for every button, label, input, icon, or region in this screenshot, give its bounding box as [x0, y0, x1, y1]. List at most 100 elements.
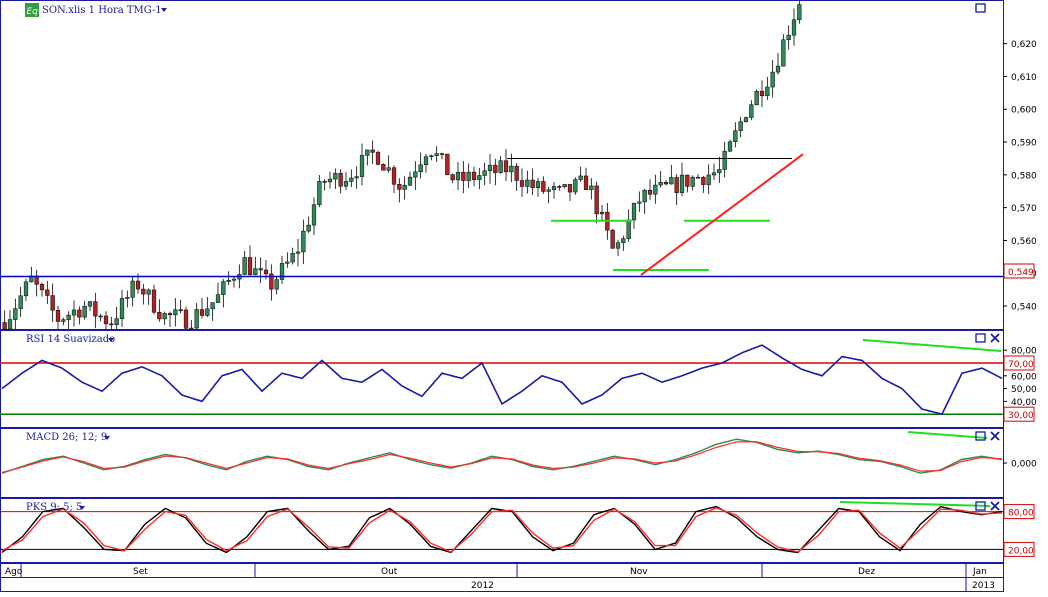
candle-body — [653, 184, 658, 195]
main-y-tick-label: 0,570 — [1011, 204, 1037, 214]
close-x-icon[interactable] — [990, 501, 1000, 511]
candle-body — [482, 170, 487, 176]
candle-body — [621, 238, 626, 243]
main-panel-title[interactable]: SON.xlis 1 Hora TMG-1 — [42, 5, 162, 16]
rsi-panel-frame — [0, 330, 1004, 428]
candle-body — [775, 65, 781, 73]
candle-body — [525, 179, 530, 187]
candle-body — [381, 164, 386, 171]
close-x-mark — [990, 333, 1000, 343]
candle-body — [162, 313, 167, 320]
candle-body — [695, 176, 701, 179]
eq-badge[interactable]: Eq — [25, 3, 39, 17]
candle-body — [589, 185, 594, 190]
candle-body — [455, 172, 461, 181]
candle-body — [733, 130, 738, 143]
candle-body — [530, 179, 535, 189]
candle-body — [541, 181, 546, 192]
candle-body — [354, 176, 359, 179]
candle-body — [535, 181, 541, 189]
close-x-icon[interactable] — [990, 431, 1000, 441]
pks-panel-title[interactable]: PKS 9; 5; 5 — [26, 502, 82, 513]
dropdown-triangle-icon[interactable] — [161, 8, 167, 12]
pks-tag-80: 80,00 — [1008, 509, 1034, 519]
candle-body — [295, 251, 301, 254]
candle-body — [269, 273, 274, 290]
macd-divergence-line — [907, 431, 988, 439]
rsi-tag-70-box — [1003, 355, 1035, 371]
candle-body — [50, 295, 55, 311]
uptrend-line — [640, 153, 804, 276]
candle-body — [413, 171, 418, 178]
candle-body — [71, 309, 77, 316]
candle-body — [215, 294, 221, 303]
candle-body — [434, 153, 439, 156]
rsi-tag-30-box — [1003, 406, 1035, 422]
main-overlays — [0, 153, 1003, 278]
candle-body — [317, 181, 322, 205]
candle-body — [290, 253, 295, 263]
candle-body — [45, 289, 50, 296]
maximize-square-icon[interactable] — [975, 333, 986, 343]
candle-body — [450, 174, 455, 181]
candle-body — [151, 289, 157, 313]
candle-body — [13, 308, 18, 320]
candle-body — [797, 4, 802, 21]
candle-body — [583, 175, 589, 190]
macd-panel-frame — [0, 428, 1004, 498]
candle-body — [242, 257, 247, 275]
month-label: Jan — [972, 567, 987, 577]
candle-body — [130, 280, 135, 298]
candle-body — [301, 230, 306, 253]
close-x-icon[interactable] — [990, 333, 1000, 343]
main-y-tick-label: 0,560 — [1011, 237, 1037, 247]
month-label: Out — [381, 567, 398, 577]
macd-layer: 0,000 — [1, 431, 1037, 474]
candle-body — [690, 176, 695, 187]
candle-body — [247, 257, 253, 275]
candle-body — [322, 181, 327, 183]
rsi-divergence-line — [862, 339, 1002, 352]
candle-body — [551, 186, 557, 190]
main-y-tick-label: 0,600 — [1011, 106, 1037, 116]
candle-body — [125, 297, 130, 299]
pks-layer: 80,00 20,00 — [0, 501, 1035, 557]
pks-tag-20: 20,00 — [1008, 546, 1034, 556]
macd-y-tick-label: 0,000 — [1011, 460, 1037, 470]
candle-body — [647, 189, 653, 195]
candle-body — [717, 169, 722, 174]
candle-body — [658, 181, 663, 186]
candle-body — [311, 204, 317, 226]
candle-body — [637, 201, 642, 204]
dropdown-triangle-icon[interactable] — [104, 436, 110, 440]
candle-body — [386, 167, 391, 171]
rsi-series-line — [1, 344, 1003, 416]
candle-body — [2, 322, 7, 330]
dropdown-triangle-icon[interactable] — [108, 338, 114, 342]
candle-body — [183, 309, 189, 329]
candle-body — [135, 280, 141, 290]
candle-body — [765, 86, 770, 97]
eq-badge-text: Eq — [27, 7, 39, 17]
month-label: Nov — [630, 567, 648, 577]
candle-body — [343, 181, 349, 187]
candle-body — [754, 90, 759, 105]
candle-body — [509, 165, 514, 173]
x-axis-layer: Ago Set Out Nov Dez Jan 2012 2013 — [5, 564, 995, 591]
macd-panel-title[interactable]: MACD 26; 12; 9 — [26, 432, 107, 443]
price-tag-box — [1003, 263, 1035, 279]
candle-body — [18, 295, 23, 309]
dropdown-triangle-icon[interactable] — [79, 506, 85, 510]
candle-body — [189, 327, 194, 330]
candle-body — [471, 171, 477, 180]
maximize-square-icon[interactable] — [975, 501, 986, 511]
candle-body — [365, 149, 370, 156]
candle-body — [594, 185, 599, 215]
maximize-square-icon[interactable] — [975, 3, 986, 13]
candle-body — [642, 189, 647, 203]
rsi-panel-title[interactable]: RSI 14 Suavizado — [26, 334, 115, 345]
year-label: 2012 — [471, 581, 494, 591]
candlestick-series — [2, 1, 802, 330]
maximize-square-icon[interactable] — [975, 431, 986, 441]
candle-body — [727, 141, 733, 152]
